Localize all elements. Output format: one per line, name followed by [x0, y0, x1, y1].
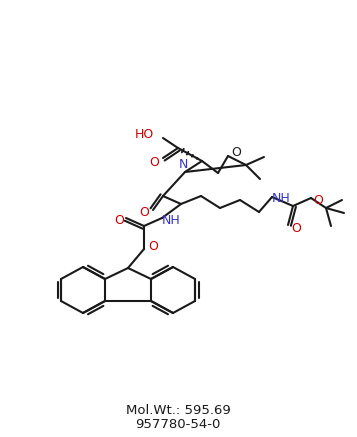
Text: O: O [114, 214, 124, 226]
Text: Mol.Wt.: 595.69: Mol.Wt.: 595.69 [126, 403, 230, 416]
Text: 957780-54-0: 957780-54-0 [135, 419, 221, 431]
Text: O: O [313, 194, 323, 207]
Text: HO: HO [135, 128, 154, 141]
Text: O: O [148, 239, 158, 253]
Text: O: O [139, 207, 149, 219]
Text: NH: NH [162, 214, 180, 226]
Text: O: O [149, 156, 159, 170]
Text: O: O [231, 146, 241, 160]
Text: O: O [291, 222, 301, 235]
Text: N: N [178, 157, 188, 170]
Text: NH: NH [272, 193, 290, 205]
